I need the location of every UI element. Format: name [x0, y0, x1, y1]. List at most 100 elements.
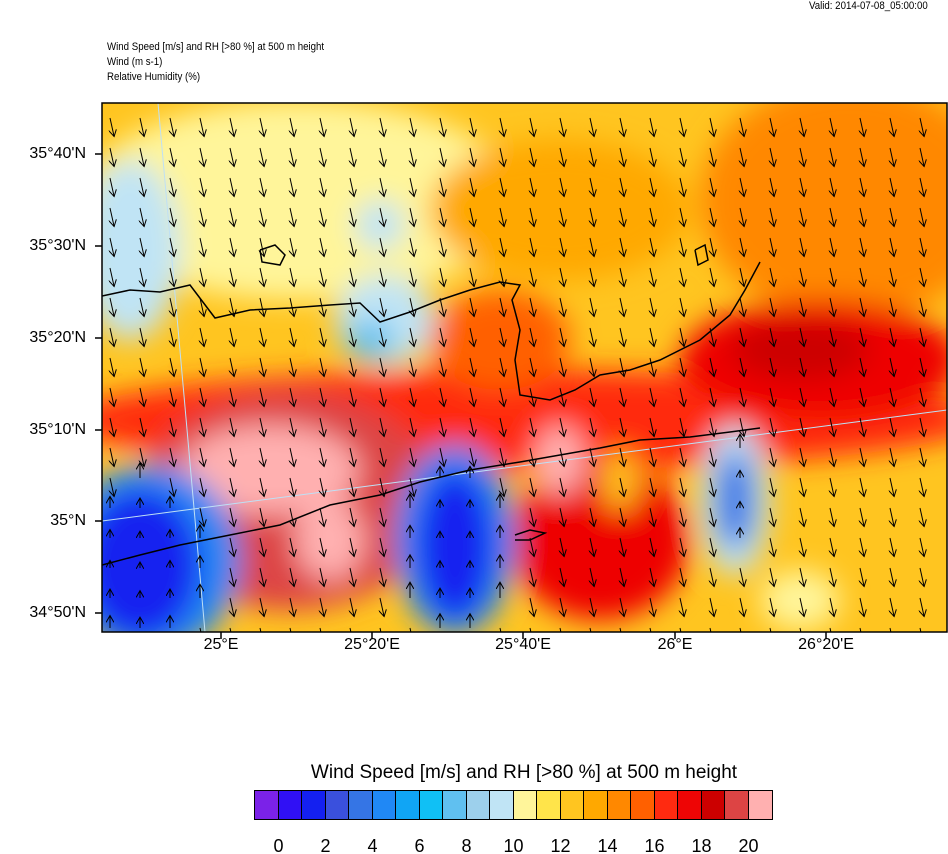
lon-tick-label: 26°E [657, 636, 693, 653]
wind-arrow [470, 447, 474, 467]
colorbar-swatch [490, 791, 514, 819]
wind-arrow [500, 147, 504, 167]
wind-arrow [170, 327, 174, 347]
wind-arrow [650, 507, 654, 527]
wind-arrow [920, 387, 924, 407]
wind-arrow [559, 627, 562, 632]
wind-arrow [260, 297, 264, 317]
colorbar-swatch [466, 791, 490, 819]
wind-arrow [709, 627, 712, 632]
wind-arrow [529, 627, 532, 632]
wind-arrow [590, 177, 594, 197]
wind-arrow [560, 237, 564, 257]
colorbar-label: 8 [461, 836, 472, 854]
wind-arrow [230, 417, 234, 437]
wind-arrow [740, 297, 744, 317]
wind-arrow [350, 177, 354, 197]
colorbar-swatch [302, 791, 326, 819]
wind-arrow [440, 387, 444, 407]
wind-arrow [770, 387, 774, 407]
wind-arrow [170, 177, 174, 197]
wind-arrow [920, 237, 924, 257]
wind-arrow [650, 117, 654, 137]
wind-arrow [410, 327, 414, 347]
wind-arrow [740, 147, 744, 167]
wind-arrow [800, 147, 804, 167]
wind-arrow [530, 117, 534, 137]
wind-arrow [680, 177, 684, 197]
wind-arrow [710, 417, 714, 437]
wind-arrow [710, 207, 714, 227]
wind-arrow [320, 417, 324, 437]
wind-arrow [530, 237, 534, 257]
wind-arrow [650, 267, 654, 287]
wind-arrow [380, 237, 384, 257]
wind-arrow [170, 207, 174, 227]
wind-arrow [649, 627, 652, 632]
wind-arrow [800, 507, 804, 527]
wind-arrow [380, 387, 384, 407]
wind-arrow [200, 477, 204, 497]
wind-arrow [350, 237, 354, 257]
wind-arrow [350, 117, 354, 137]
colorbar-swatch [537, 791, 561, 819]
wind-arrow [860, 297, 864, 317]
wind-arrow [830, 327, 834, 347]
wind-arrow [260, 417, 264, 437]
wind-arrow [500, 447, 504, 467]
wind-arrow [530, 387, 534, 407]
wind-arrow [830, 567, 834, 587]
colorbar-swatch [396, 791, 420, 819]
wind-arrow [260, 267, 264, 287]
colorbar [254, 790, 773, 820]
wind-arrow [409, 627, 412, 632]
wind-arrow [740, 237, 744, 257]
wind-arrow [740, 597, 744, 617]
wind-arrow [740, 567, 744, 587]
wind-arrow [560, 147, 564, 167]
wind-arrow [290, 447, 294, 467]
wind-arrow [440, 357, 444, 377]
plot-frame [101, 102, 948, 633]
colorbar-label: 20 [738, 836, 759, 854]
wind-arrow [290, 147, 294, 167]
wind-arrow [320, 117, 324, 137]
wind-arrow [680, 567, 684, 587]
wind-arrow [560, 477, 564, 497]
colorbar-swatch [513, 791, 537, 819]
wind-arrow [860, 237, 864, 257]
wind-arrow [380, 417, 384, 437]
colorbar-swatch [325, 791, 349, 819]
wind-arrow [800, 207, 804, 227]
wind-arrow [229, 627, 232, 632]
wind-arrow [110, 447, 114, 467]
wind-arrow [560, 567, 564, 587]
wind-arrow [890, 297, 894, 317]
wind-arrow [560, 207, 564, 227]
wind-arrow [770, 297, 774, 317]
wind-arrow [890, 447, 894, 467]
wind-arrow [740, 327, 744, 347]
wind-arrow [140, 297, 144, 317]
wind-arrow [680, 327, 684, 347]
wind-arrow [590, 417, 594, 437]
lon-tick-label: 25°E [203, 636, 239, 653]
wind-arrow [230, 267, 234, 287]
wind-arrow [289, 627, 292, 632]
wind-arrow [740, 207, 744, 227]
wind-arrow [230, 477, 234, 497]
wind-arrow [200, 507, 204, 527]
wind-arrow [170, 477, 174, 497]
wind-arrow [530, 357, 534, 377]
wind-arrow [530, 537, 534, 557]
wind-arrow [350, 297, 354, 317]
colorbar-swatch [443, 791, 467, 819]
wind-arrow [260, 117, 264, 137]
wind-arrow [380, 447, 384, 467]
wind-arrow [770, 597, 774, 617]
wind-arrow [260, 207, 264, 227]
wind-arrow [860, 147, 864, 167]
wind-arrow [200, 117, 204, 137]
wind-arrow [770, 447, 774, 467]
